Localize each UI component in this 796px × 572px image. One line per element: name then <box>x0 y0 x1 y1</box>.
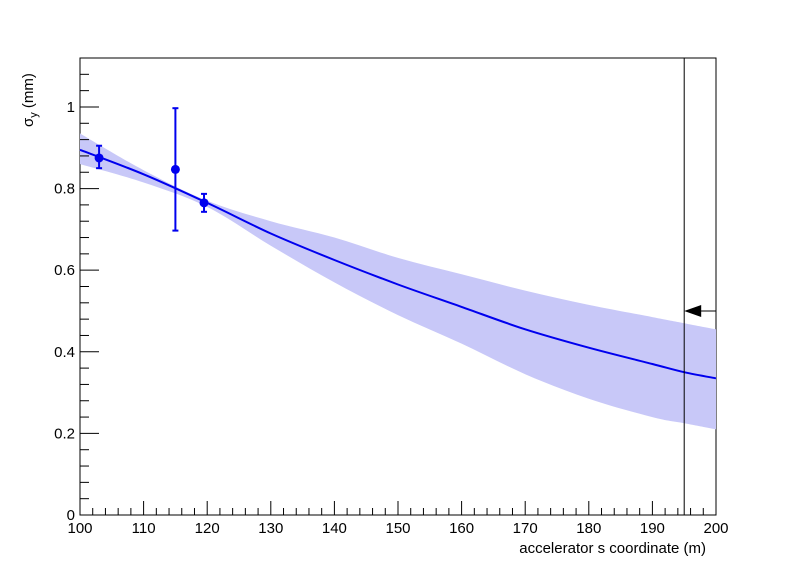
x-tick-label: 190 <box>640 520 665 537</box>
x-axis-title: accelerator s coordinate (m) <box>519 540 706 557</box>
x-tick-label: 180 <box>576 520 601 537</box>
marker-layer <box>683 58 716 515</box>
x-tick-label: 170 <box>513 520 538 537</box>
uncertainty-band <box>80 133 716 430</box>
y-tick-label: 0.4 <box>54 344 75 361</box>
data-point <box>199 192 209 213</box>
uncertainty-band-layer <box>80 133 716 430</box>
y-axis: 0 0.2 0.4 0.6 0.8 1 <box>54 57 99 524</box>
y-tick-label: 0 <box>67 507 75 524</box>
y-axis-title-symbol: σ <box>20 117 37 127</box>
x-tick-label: 150 <box>385 520 410 537</box>
y-axis-title-unit: (mm) <box>20 73 37 108</box>
measurement-points-layer <box>94 107 209 232</box>
x-tick-label: 120 <box>195 520 220 537</box>
fit-curve <box>79 148 717 380</box>
data-point-marker <box>94 153 104 163</box>
y-tick-label: 0.8 <box>54 181 75 198</box>
x-axis: 100 110 120 130 140 150 160 170 180 190 200 <box>67 501 729 537</box>
y-axis-title: σy (mm) <box>20 73 40 127</box>
y-tick-label: 1 <box>67 99 75 116</box>
x-tick-label: 200 <box>703 520 728 537</box>
fit-curve-layer <box>79 148 717 380</box>
data-point <box>94 144 104 170</box>
y-axis-title-subscript: y <box>28 112 40 118</box>
data-point <box>170 107 180 232</box>
arrow-marker-head <box>684 304 702 317</box>
x-tick-label: 100 <box>67 520 92 537</box>
x-tick-label: 140 <box>322 520 347 537</box>
x-tick-label: 110 <box>132 520 156 537</box>
x-tick-label: 160 <box>449 520 474 537</box>
data-point-marker <box>170 164 180 174</box>
data-point-marker <box>199 198 209 208</box>
y-tick-label: 0.6 <box>54 262 75 279</box>
y-tick-label: 0.2 <box>54 425 75 442</box>
x-tick-label: 130 <box>258 520 283 537</box>
